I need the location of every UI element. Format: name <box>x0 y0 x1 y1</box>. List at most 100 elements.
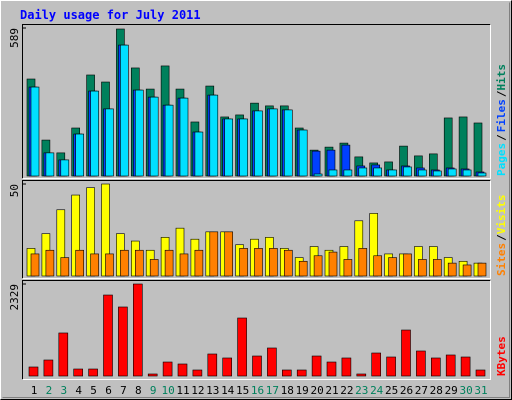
bar <box>388 169 397 177</box>
bar <box>135 249 144 277</box>
bar <box>283 109 293 177</box>
panel-border <box>22 280 491 380</box>
x-tick-label: 26 <box>400 384 413 397</box>
x-tick-label: 18 <box>281 384 294 397</box>
bar <box>30 253 40 277</box>
legend-entry: KBytes <box>495 336 508 376</box>
bar <box>311 150 321 177</box>
bar <box>224 231 233 277</box>
frames <box>22 24 491 380</box>
x-tick-label: 10 <box>161 384 174 397</box>
bar <box>43 359 54 377</box>
legend: KBytes <box>495 336 508 376</box>
legend-entry: Visits <box>495 195 508 235</box>
x-tick-label: 4 <box>75 384 82 397</box>
bar <box>328 251 338 277</box>
x-tick-label: 23 <box>355 384 368 397</box>
bar <box>135 89 144 177</box>
bar <box>313 255 323 277</box>
x-tick-label: 24 <box>370 384 384 397</box>
bar <box>462 264 472 277</box>
bar <box>430 357 441 377</box>
y-tick-label: 50 <box>8 184 21 197</box>
x-tick-label: 3 <box>60 384 67 397</box>
bar <box>341 357 352 377</box>
bar <box>432 259 442 277</box>
x-tick-label: 11 <box>176 384 189 397</box>
bar <box>239 248 248 277</box>
bar <box>298 129 308 177</box>
x-tick-label: 2 <box>46 384 53 397</box>
x-tick-label: 31 <box>474 384 487 397</box>
legend-separator: / <box>495 90 508 97</box>
bar <box>373 255 383 277</box>
bar <box>373 167 383 177</box>
bar <box>447 262 457 277</box>
x-tick-label: 30 <box>459 384 472 397</box>
bar <box>164 104 174 177</box>
bar <box>105 253 114 277</box>
bar <box>296 369 307 377</box>
x-tick-label: 29 <box>445 384 458 397</box>
bar <box>207 353 218 377</box>
bar <box>458 116 468 177</box>
x-tick-label: 25 <box>385 384 398 397</box>
bar <box>105 108 114 177</box>
bar <box>120 249 129 277</box>
bar <box>209 231 219 277</box>
bar <box>252 355 262 377</box>
bar <box>237 317 247 377</box>
x-tick-label: 6 <box>105 384 112 397</box>
panel-border <box>22 24 491 179</box>
bar <box>224 118 233 177</box>
bar <box>179 253 189 277</box>
x-tick-label: 22 <box>340 384 353 397</box>
x-tick-label: 28 <box>430 384 443 397</box>
x-tick-label: 1 <box>31 384 38 397</box>
bar <box>60 257 70 277</box>
bar <box>75 249 84 277</box>
bar <box>75 133 84 177</box>
y-tick-label: 589 <box>8 28 21 48</box>
legend: Sites /Visits <box>495 195 508 277</box>
bar <box>45 249 55 277</box>
bar <box>194 249 204 277</box>
bar <box>473 122 483 177</box>
bar <box>45 152 55 177</box>
panel-border <box>22 180 491 279</box>
legend-separator: / <box>495 134 508 141</box>
bar <box>477 172 487 177</box>
bar <box>475 369 486 377</box>
legend: Pages/Files/Hits <box>495 64 508 176</box>
x-tick-label: 14 <box>221 384 235 397</box>
panel-border <box>22 180 491 279</box>
bar <box>90 90 99 177</box>
bar <box>254 248 263 277</box>
bar <box>164 249 174 277</box>
x-tick-label: 20 <box>310 384 323 397</box>
bar <box>358 167 368 177</box>
bar <box>30 86 40 177</box>
bar <box>388 257 397 277</box>
x-tick-label: 19 <box>296 384 309 397</box>
bar <box>403 253 412 277</box>
bar <box>90 253 99 277</box>
legend-entry: Hits <box>495 64 508 91</box>
bar <box>239 118 248 177</box>
x-tick-label: 17 <box>266 384 279 397</box>
bar <box>281 369 292 377</box>
bar <box>326 361 337 377</box>
bar <box>88 368 98 377</box>
bar <box>192 369 203 377</box>
bar <box>298 260 308 277</box>
x-tick-label: 27 <box>415 384 428 397</box>
panel-border <box>22 24 491 179</box>
x-tick-label: 5 <box>90 384 97 397</box>
x-tick-label: 8 <box>135 384 142 397</box>
bar <box>477 262 487 277</box>
bar <box>328 169 338 177</box>
